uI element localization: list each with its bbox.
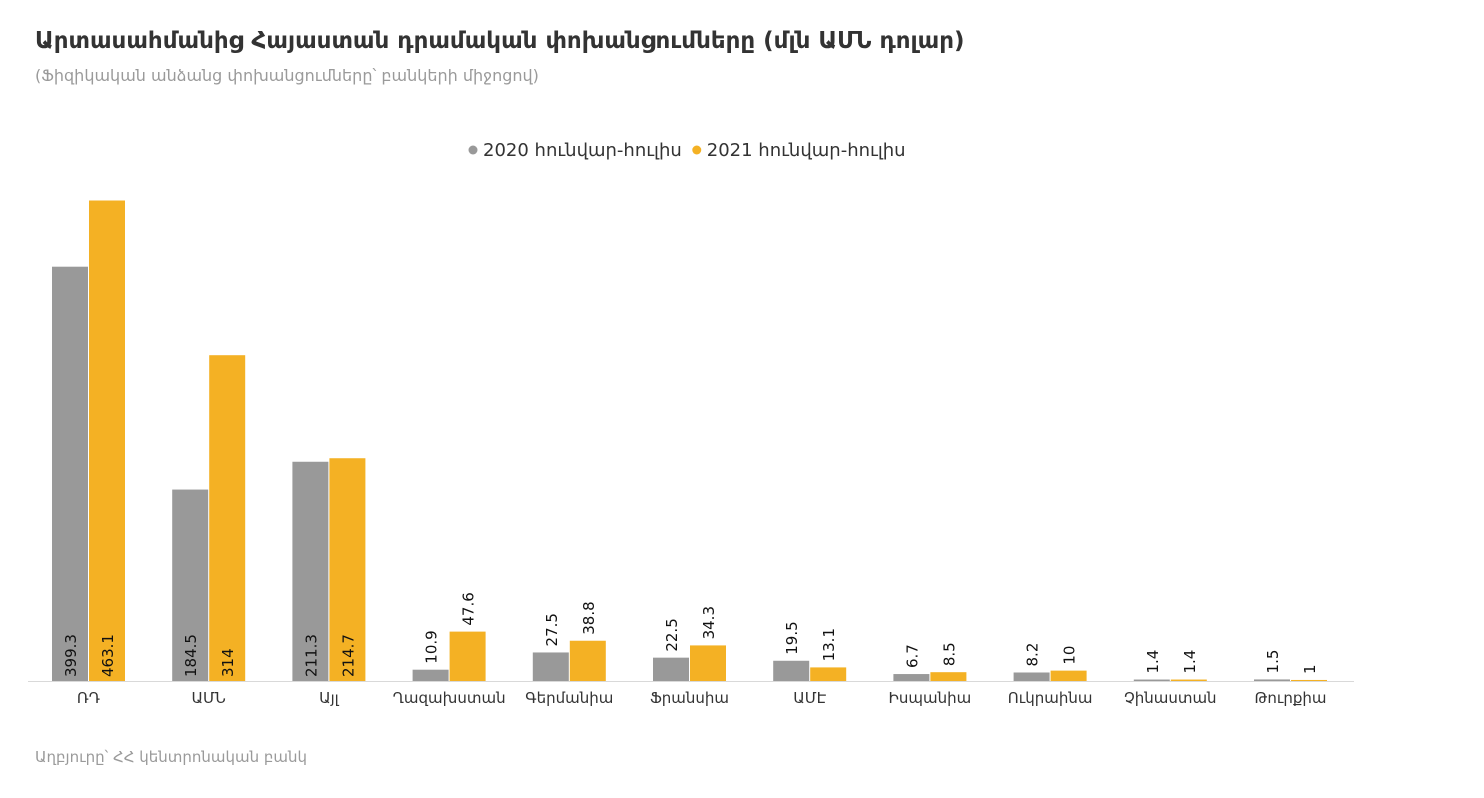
bar-2020-0 (52, 266, 88, 681)
category-label-8: Ուկրաինա (1008, 689, 1093, 707)
category-label-1: ԱՄՆ (192, 689, 226, 707)
value-label-2021-6: 13.1 (820, 628, 838, 661)
category-label-9: Չինաստան (1124, 689, 1217, 707)
value-label-2020-5: 22.5 (663, 618, 681, 651)
bar-2021-9 (1170, 679, 1207, 681)
value-label-2020-1: 184.5 (182, 634, 200, 677)
bar-2021-3 (449, 631, 486, 681)
bar-2021-5 (690, 645, 726, 681)
value-label-2021-10: 1 (1301, 664, 1319, 674)
bar-2020-9 (1133, 679, 1170, 681)
category-label-7: Իսպանիա (889, 689, 972, 707)
value-label-2021-9: 1.4 (1181, 650, 1199, 674)
legend-label-2021: 2021 հունվար-հուլիս (707, 140, 906, 161)
category-label-10: Թուրքիա (1254, 689, 1326, 707)
chart-category-labels: ՌԴ ԱՄՆ Այլ Ղազախստան Գերմանիա Ֆրանսիա ԱՄԷ Իսպան… (77, 689, 1327, 707)
value-label-2020-6: 19.5 (783, 621, 801, 654)
bar-2020-5 (653, 657, 689, 681)
value-label-2021-1: 314 (219, 648, 237, 677)
bar-2021-1 (209, 355, 246, 681)
value-label-2021-2: 214.7 (339, 634, 357, 677)
value-label-2021-3: 47.6 (460, 592, 478, 625)
value-label-2021-4: 38.8 (580, 601, 598, 634)
value-label-2020-2: 211.3 (302, 634, 320, 677)
value-label-2020-3: 10.9 (423, 630, 441, 663)
bar-2021-4 (569, 640, 606, 681)
bar-2021-7 (930, 672, 967, 681)
bar-2020-3 (412, 669, 449, 681)
bar-2021-0 (89, 200, 125, 681)
value-label-2020-7: 6.7 (903, 644, 921, 668)
category-label-3: Ղազախստան (393, 689, 506, 707)
chart-subtitle: (Ֆիզիկական անձանց փոխանցումները՝ բանկերի… (35, 66, 539, 85)
bar-2021-6 (810, 667, 847, 681)
chart-legend: 2020 հունվար-հուլիս 2021 հունվար-հուլիս (468, 140, 906, 161)
value-label-2020-10: 1.5 (1264, 650, 1282, 674)
bar-2020-6 (773, 660, 810, 681)
category-label-6: ԱՄԷ (793, 689, 826, 707)
value-label-2020-4: 27.5 (543, 613, 561, 646)
bar-2020-7 (893, 674, 930, 681)
legend-marker-2021 (692, 145, 702, 155)
category-label-4: Գերմանիա (525, 689, 613, 707)
value-label-2020-9: 1.4 (1144, 650, 1162, 674)
chart-title: Արտասահմանից Հայաստան դրամական փոխանցում… (35, 28, 965, 54)
legend-marker-2020 (468, 145, 478, 155)
bar-2020-2 (292, 461, 329, 681)
value-label-2021-5: 34.3 (700, 606, 718, 639)
chart-bars (52, 200, 1327, 681)
value-label-2020-8: 8.2 (1024, 643, 1042, 667)
bar-2020-1 (172, 489, 209, 681)
category-label-2: Այլ (319, 689, 340, 707)
bar-2020-10 (1254, 679, 1290, 681)
value-label-2021-0: 463.1 (99, 634, 117, 677)
category-label-0: ՌԴ (77, 689, 100, 707)
value-label-2021-7: 8.5 (940, 642, 958, 666)
value-label-2020-0: 399.3 (62, 634, 80, 677)
bar-2020-8 (1013, 672, 1050, 681)
value-label-2021-8: 10 (1061, 646, 1079, 665)
chart-value-labels: 399.3 463.1 184.5 314 211.3 214.7 10.9 47.6 27.5… (62, 592, 1319, 677)
category-label-5: Ֆրանսիա (650, 689, 729, 707)
bar-2021-2 (329, 458, 366, 681)
legend-label-2020: 2020 հունվար-հուլիս (483, 140, 682, 161)
source-note: Աղբյուրը՝ ՀՀ կենտրոնական բանկ (35, 748, 307, 766)
bar-2020-4 (532, 652, 569, 681)
bar-2021-10 (1291, 679, 1327, 681)
bar-2021-8 (1050, 670, 1087, 681)
